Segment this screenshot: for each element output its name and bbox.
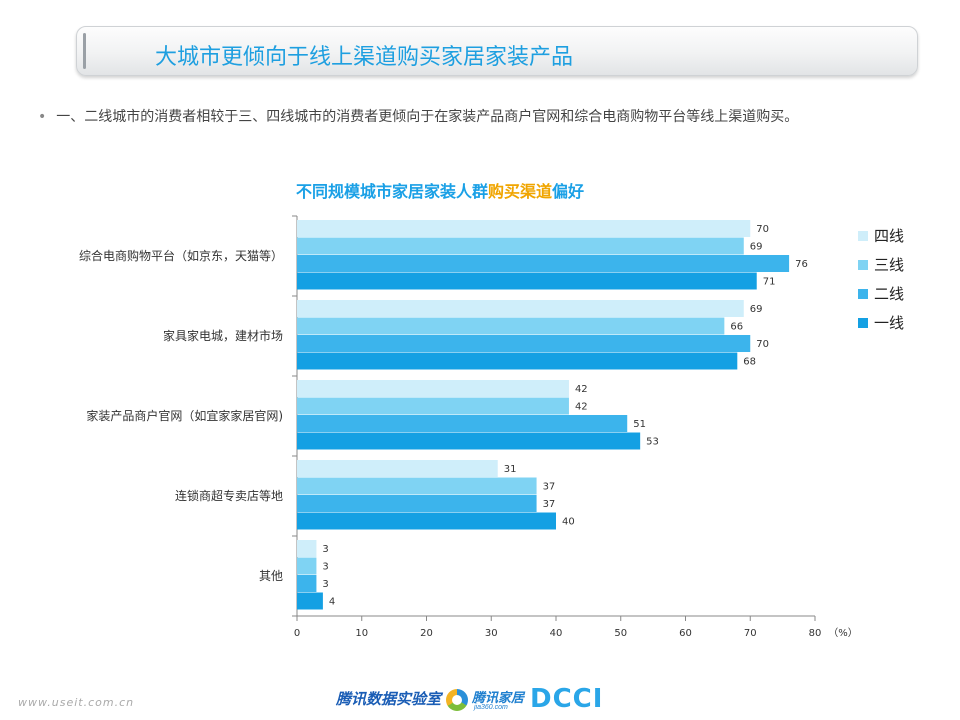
bar [297,477,537,495]
bar-value-label: 69 [750,242,763,253]
bullet-marker: • [38,109,47,125]
bar-value-label: 70 [756,339,769,350]
title-bar: 大城市更倾向于线上渠道购买家居家装产品 [76,26,918,76]
x-tick-label: 60 [679,628,692,639]
bar-value-label: 3 [322,579,328,590]
x-axis-unit: （%） [828,627,858,639]
category-label: 其他 [259,569,283,583]
x-tick-label: 70 [744,628,757,639]
chart-title-highlight: 购买渠道 [488,182,553,201]
bar [297,220,751,237]
bar [297,272,757,290]
x-tick-label: 50 [614,628,627,639]
bullet-text: 一、二线城市的消费者相较于三、四线城市的消费者更倾向于在家装产品商户官网和综合电… [56,109,799,125]
bar [297,540,317,557]
legend-label: 四线 [874,227,904,245]
legend-swatch [858,289,868,299]
bar [297,460,498,477]
legend-label: 二线 [874,285,904,303]
bar-value-label: 42 [575,402,588,413]
bar [297,300,744,317]
bar [297,557,317,575]
x-tick-label: 40 [550,628,563,639]
bar-value-label: 51 [633,419,646,430]
bar [297,592,323,610]
category-label: 家具家电城，建材市场 [163,328,283,343]
bar-value-label: 76 [795,259,808,270]
bar-value-label: 31 [504,464,517,475]
x-tick-label: 20 [420,628,433,639]
x-tick-label: 10 [355,628,368,639]
legend-swatch [858,231,868,241]
legend-swatch [858,318,868,328]
tencent-data-lab-logo: 腾讯数据实验室 [336,690,442,708]
bar [297,237,744,255]
bar [297,255,790,272]
dcci-logo: DCCI [530,684,604,714]
bar [297,317,725,335]
category-label: 综合电商购物平台（如京东，天猫等） [79,248,283,263]
chart-title-suffix: 偏好 [552,182,585,201]
bar-value-label: 71 [763,277,776,288]
x-tick-label: 0 [294,628,300,639]
category-label: 家装产品商户官网（如宜家家居官网) [86,408,283,423]
bar [297,415,628,432]
bar [297,575,317,592]
bar [297,495,537,512]
category-label: 连锁商超专卖店等地 [175,488,283,503]
bar-value-label: 70 [756,224,769,235]
bar-value-label: 40 [562,517,575,528]
page-title: 大城市更倾向于线上渠道购买家居家装产品 [155,45,574,70]
bar [297,432,641,450]
legend-label: 三线 [874,256,904,274]
bar-value-label: 66 [730,322,743,333]
x-tick-label: 30 [485,628,498,639]
legend-label: 一线 [874,314,904,332]
bar [297,352,738,370]
bullet-point: • 一、二线城市的消费者相较于三、四线城市的消费者更倾向于在家装产品商户官网和综合… [38,106,938,126]
bar-value-label: 3 [322,544,328,555]
bar-value-label: 68 [743,357,756,368]
bar-value-label: 37 [543,499,556,510]
bar-value-label: 4 [329,597,335,608]
bar-value-label: 42 [575,384,588,395]
tencent-jia-logo: 腾讯家居 jia360.com [446,686,526,716]
tencent-jia-logo-text: 腾讯家居 [472,691,525,706]
chart-title: 不同规模城市家居家装人群购买渠道偏好 [296,178,584,202]
bar [297,335,751,352]
bar-value-label: 69 [750,304,763,315]
tencent-jia-logo-icon [446,689,468,711]
bar-value-label: 3 [322,562,328,573]
bar [297,397,569,415]
footer-url: www.useit.com.cn [18,696,135,709]
chart-title-prefix: 不同规模城市家居家装人群 [296,182,489,201]
bar-value-label: 37 [543,482,556,493]
bar-value-label: 53 [646,437,659,448]
legend-swatch [858,260,868,270]
bar [297,380,569,397]
x-tick-label: 80 [809,628,822,639]
tencent-jia-logo-sub: jia360.com [474,704,508,711]
title-accent [83,33,86,69]
bar [297,512,556,530]
